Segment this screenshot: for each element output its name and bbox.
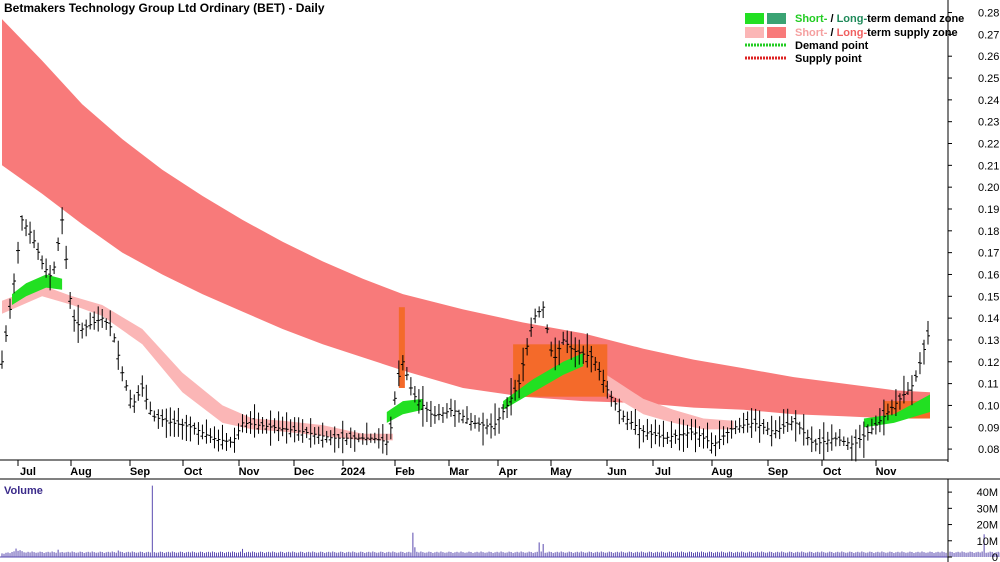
legend-short-demand-swatch bbox=[745, 13, 764, 24]
price-tick-label: 0.08 bbox=[978, 444, 999, 456]
x-tick-label: Aug bbox=[70, 466, 91, 478]
volume-tick-label: 0 bbox=[992, 552, 998, 562]
legend-supply-prefix: Short- bbox=[795, 27, 828, 39]
volume-title: Volume bbox=[4, 485, 43, 497]
candle-layer bbox=[0, 207, 930, 462]
x-tick-label: Aug bbox=[711, 466, 732, 478]
short-term-demand-zone bbox=[12, 274, 63, 305]
price-tick-label: 0.21 bbox=[978, 160, 999, 172]
x-tick-label: 2024 bbox=[341, 466, 366, 478]
volume-tick-label: 20M bbox=[977, 520, 998, 532]
legend-supply-suffix: term supply zone bbox=[867, 27, 957, 39]
price-tick-label: 0.15 bbox=[978, 291, 999, 303]
legend-demand-suffix: term demand zone bbox=[867, 13, 964, 25]
long-term-supply-zone bbox=[2, 19, 930, 419]
x-tick-label: Jul bbox=[655, 466, 671, 478]
x-tick-label: Nov bbox=[239, 466, 261, 478]
overlap-zone bbox=[398, 307, 405, 388]
volume-panel bbox=[0, 485, 1000, 558]
legend-short-supply-swatch bbox=[745, 27, 764, 38]
price-tick-label: 0.17 bbox=[978, 248, 999, 260]
price-tick-label: 0.24 bbox=[978, 95, 999, 107]
price-tick-label: 0.16 bbox=[978, 269, 999, 281]
volume-tick-label: 40M bbox=[977, 487, 998, 499]
legend-supply-main: Long- bbox=[837, 27, 868, 39]
price-tick-label: 0.09 bbox=[978, 422, 999, 434]
x-tick-label: Apr bbox=[499, 466, 519, 478]
x-tick-label: Sep bbox=[130, 466, 150, 478]
zone-layer bbox=[2, 19, 930, 441]
legend-item-demand-zone: Short- / Long-term demand zone bbox=[795, 13, 964, 25]
volume-axis: 0 10M 20M 30M 40M bbox=[947, 479, 998, 562]
chart-title: Betmakers Technology Group Ltd Ordinary … bbox=[4, 1, 325, 15]
price-tick-label: 0.12 bbox=[978, 357, 999, 369]
x-tick-label: Mar bbox=[449, 466, 469, 478]
price-tick-label: 0.11 bbox=[978, 379, 999, 391]
x-tick-label: Oct bbox=[823, 466, 842, 478]
price-tick-label: 0.22 bbox=[978, 139, 999, 151]
x-tick-label: May bbox=[550, 466, 572, 478]
price-tick-label: 0.27 bbox=[978, 29, 999, 41]
price-tick-label: 0.13 bbox=[978, 335, 999, 347]
x-axis: Jul Aug Sep Oct Nov Dec 2024 Feb Mar Apr May Jun Jul… bbox=[0, 459, 1000, 480]
x-tick-label: Jul bbox=[20, 466, 36, 478]
legend-demand-main: Long- bbox=[837, 13, 868, 25]
price-tick-label: 0.20 bbox=[978, 182, 999, 194]
legend-supply-sep: / bbox=[827, 27, 836, 39]
legend-item-supply-point: Supply point bbox=[795, 53, 862, 65]
price-tick-label: 0.10 bbox=[978, 400, 999, 412]
volume-tick-label: 10M bbox=[977, 536, 998, 548]
x-tick-label: Nov bbox=[876, 466, 898, 478]
price-tick-label: 0.28 bbox=[978, 8, 999, 20]
short-term-demand-zone bbox=[386, 398, 423, 423]
short-term-supply-zone bbox=[603, 372, 734, 430]
legend-demand-prefix: Short- bbox=[795, 13, 828, 25]
short-term-demand-zone bbox=[503, 353, 584, 410]
legend-item-supply-zone: Short- / Long-term supply zone bbox=[795, 27, 958, 39]
price-tick-label: 0.14 bbox=[978, 313, 999, 325]
x-tick-label: Sep bbox=[768, 466, 788, 478]
legend-long-supply-swatch bbox=[767, 27, 786, 38]
legend-long-demand-swatch bbox=[767, 13, 786, 24]
price-tick-label: 0.26 bbox=[978, 51, 999, 63]
price-tick-label: 0.23 bbox=[978, 117, 999, 129]
x-tick-label: Dec bbox=[294, 466, 314, 478]
legend-item-demand-point: Demand point bbox=[795, 40, 869, 52]
volume-tick-label: 30M bbox=[977, 503, 998, 515]
price-axis: 0.08 0.09 0.10 0.11 0.12 0.13 0.14 0.15 0.16 0.17… bbox=[947, 0, 999, 462]
short-term-demand-zone bbox=[863, 394, 930, 428]
x-tick-label: Feb bbox=[395, 466, 415, 478]
x-tick-label: Oct bbox=[184, 466, 203, 478]
price-tick-label: 0.18 bbox=[978, 226, 999, 238]
price-tick-label: 0.25 bbox=[978, 73, 999, 85]
price-tick-label: 0.19 bbox=[978, 204, 999, 216]
legend: Short- / Long-term demand zone Short- / … bbox=[745, 13, 964, 65]
x-tick-label: Jun bbox=[607, 466, 627, 478]
legend-demand-sep: / bbox=[827, 13, 836, 25]
